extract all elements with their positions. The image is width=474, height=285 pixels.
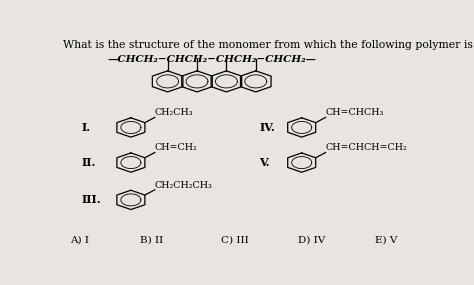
Text: What is the structure of the monomer from which the following polymer is made?: What is the structure of the monomer fro… [63, 40, 474, 50]
Text: IV.: IV. [259, 122, 275, 133]
Text: III.: III. [82, 194, 101, 205]
Text: II.: II. [82, 157, 96, 168]
Text: —CHCH₂−CHCH₂−CHCH₂−CHCH₂—: —CHCH₂−CHCH₂−CHCH₂−CHCH₂— [107, 55, 316, 64]
Text: C) III: C) III [221, 236, 249, 245]
Text: D) IV: D) IV [298, 236, 325, 245]
Text: CH₂CH₂CH₃: CH₂CH₂CH₃ [155, 181, 213, 190]
Text: CH=CH₂: CH=CH₂ [155, 143, 198, 152]
Text: A) I: A) I [70, 236, 89, 245]
Text: B) II: B) II [140, 236, 164, 245]
Text: CH=CHCH₃: CH=CHCH₃ [326, 108, 384, 117]
Text: CH=CHCH=CH₂: CH=CHCH=CH₂ [326, 143, 407, 152]
Text: E) V: E) V [375, 236, 398, 245]
Text: CH₂CH₃: CH₂CH₃ [155, 108, 193, 117]
Text: I.: I. [82, 122, 91, 133]
Text: V.: V. [259, 157, 270, 168]
